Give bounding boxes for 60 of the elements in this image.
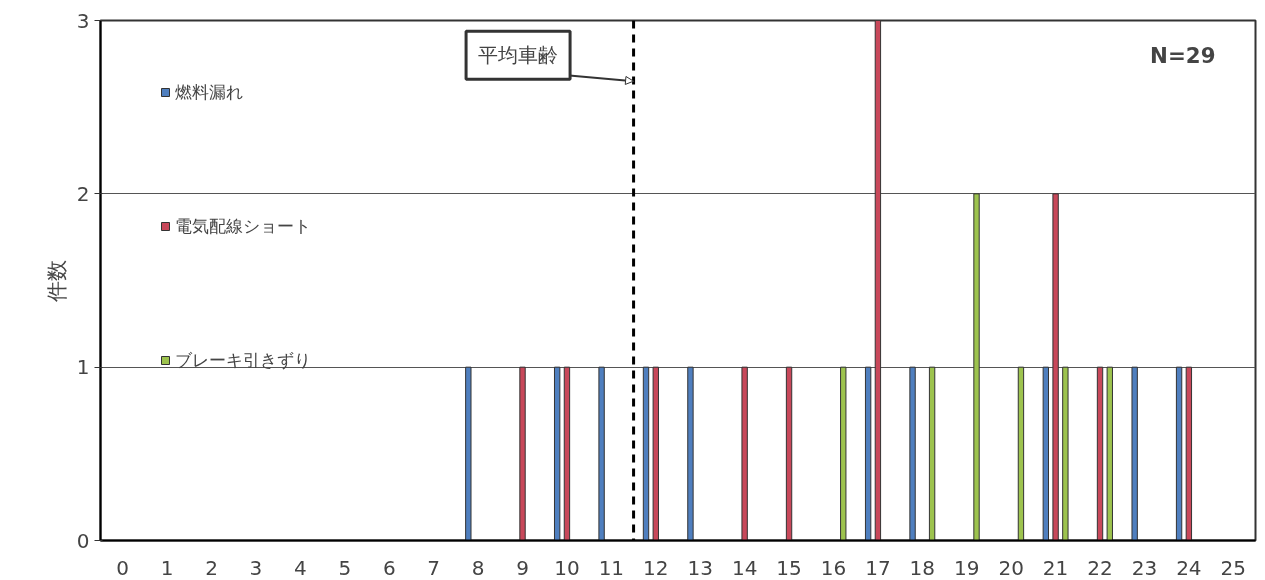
y-tick-label: 2: [76, 181, 90, 206]
bar: [687, 366, 694, 541]
bar: [840, 366, 847, 541]
bar: [973, 193, 980, 541]
x-tick-label: 5: [338, 555, 352, 580]
x-tick-label: 25: [1220, 555, 1247, 580]
bar: [864, 366, 872, 541]
x-tick-label: 8: [471, 555, 485, 580]
bar: [1096, 366, 1104, 541]
y-tick-label: 1: [76, 355, 90, 380]
x-tick-label: 19: [954, 555, 980, 580]
x-tick-label: 1: [160, 555, 174, 580]
bar: [1042, 366, 1050, 541]
bar: [598, 366, 605, 541]
x-tick-label: 2: [205, 555, 218, 580]
x-tick-label: 7: [427, 555, 441, 580]
bar: [741, 366, 748, 541]
x-tick-label: 13: [687, 555, 713, 580]
x-tick-label: 20: [998, 555, 1024, 580]
bar: [1106, 366, 1113, 541]
x-tick-label: 6: [382, 555, 396, 580]
bar: [1062, 366, 1069, 541]
bar: [553, 366, 561, 541]
bar: [928, 366, 936, 541]
x-tick-label: 14: [731, 555, 758, 580]
bar: [1175, 366, 1183, 541]
bar: [652, 366, 659, 541]
x-tick-label: 21: [1042, 555, 1069, 580]
bar: [642, 366, 650, 541]
annotation: N=29: [1150, 42, 1216, 68]
y-tick-label: 3: [76, 8, 90, 33]
x-tick-label: 15: [776, 555, 802, 580]
bar: [909, 366, 916, 541]
x-tick-label: 22: [1087, 555, 1113, 580]
x-tick-label: 3: [249, 555, 263, 580]
x-tick-label: 4: [294, 555, 307, 580]
bar: [465, 366, 472, 541]
x-tick-label: 9: [516, 555, 529, 580]
bar: [1052, 193, 1059, 541]
x-tick-label: 10: [554, 555, 580, 580]
bar: [1185, 366, 1193, 541]
y-tick-label: 0: [76, 528, 90, 553]
legend-label: 電気配線ショート: [175, 215, 311, 238]
x-tick-label: 11: [598, 555, 625, 580]
bar: [1131, 366, 1138, 541]
bar: [785, 366, 793, 541]
x-tick-label: 16: [820, 555, 847, 580]
bar: [1017, 366, 1025, 541]
legend-label: 燃料漏れ: [175, 81, 243, 104]
annotation: 平均車齢: [478, 43, 559, 68]
x-tick-label: 17: [865, 555, 891, 580]
bar: [563, 366, 571, 541]
bar: [519, 366, 526, 541]
x-tick-label: 12: [643, 555, 669, 580]
legend-label: ブレーキ引きずり: [175, 349, 311, 372]
x-tick-label: 18: [909, 555, 936, 580]
y-axis-title: 件数: [43, 259, 69, 302]
x-tick-label: 23: [1131, 555, 1158, 580]
x-tick-label: 24: [1176, 555, 1202, 580]
x-tick-label: 0: [116, 555, 130, 580]
